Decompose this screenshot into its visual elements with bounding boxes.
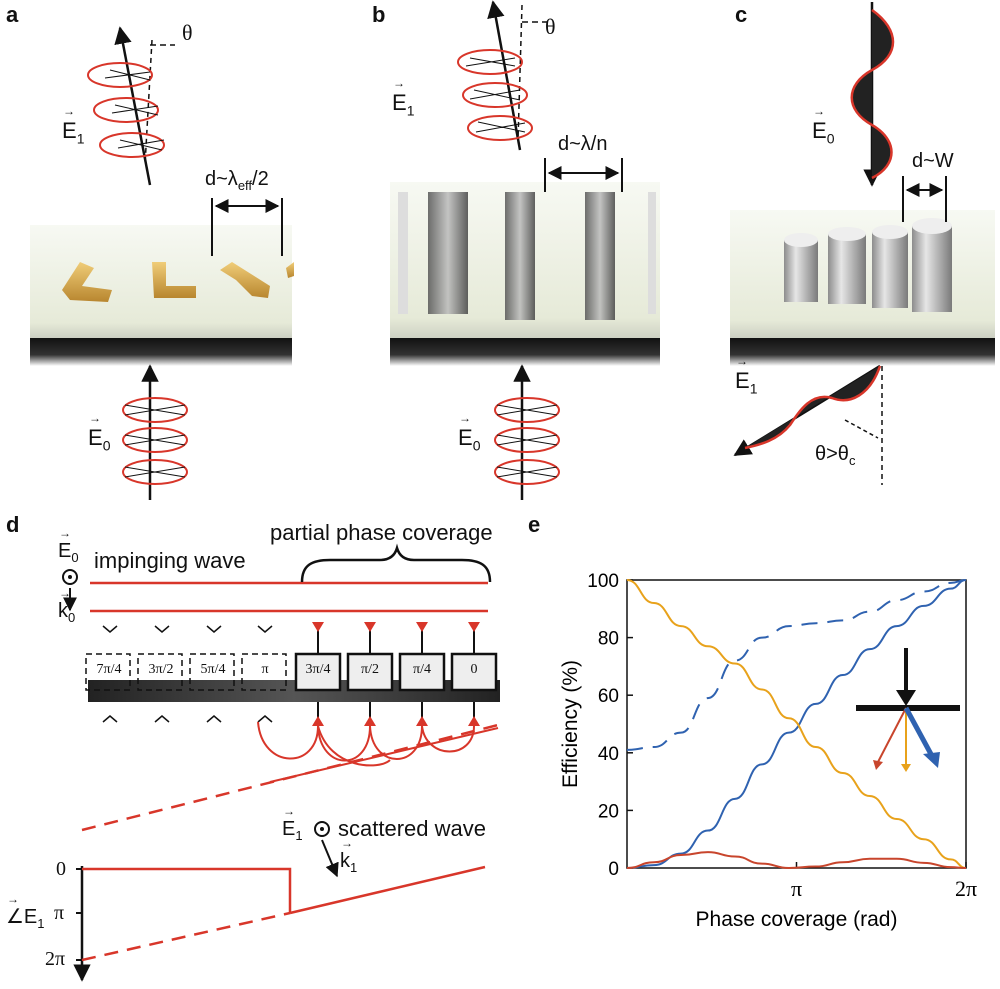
phase-axis-label: ∠E → 1: [6, 892, 45, 931]
phase-cell-4: 3π/4: [305, 662, 331, 677]
vector-arrow-icon: →: [59, 586, 71, 600]
panel-c-spacing-label: d~W: [912, 150, 954, 172]
panel-b-e1-sub: 1: [406, 102, 415, 119]
phase-axis-symbol: ∠E →: [6, 892, 38, 928]
panel-a-e0-label: E → 0: [88, 411, 111, 454]
panel-c-e0-label: E → 0: [812, 104, 835, 147]
phase-tick-0: 0: [56, 858, 66, 880]
vector-arrow-icon: →: [89, 411, 101, 425]
panel-d-e1-symbol: E →: [282, 804, 296, 840]
panel-letter-a: a: [6, 2, 19, 27]
vector-arrow-icon: →: [59, 526, 71, 540]
panel-c-angle-label: θ>θc: [815, 443, 855, 468]
panel-d-e0-sub: 0: [71, 550, 79, 565]
panel-d-scattered-label: scattered wave: [338, 816, 486, 841]
panel-b-e1-label: E → 1: [392, 76, 415, 119]
vector-arrow-icon: →: [283, 804, 295, 818]
panel-d-e0-label: E → 0: [58, 526, 79, 565]
panel-b-e0-label: E → 0: [458, 411, 481, 454]
panel-d-partial-label: partial phase coverage: [270, 520, 493, 545]
phase-tick-pi: π: [54, 902, 65, 924]
panel-b-e0-sub: 0: [472, 437, 481, 454]
vector-arrow-icon: →: [7, 892, 19, 906]
panel-d-k1-label: k → 1: [340, 836, 358, 875]
panel-b-e0-symbol: E →: [458, 411, 473, 450]
phase-axis-sub: 1: [37, 916, 45, 931]
panel-c-e1-sub: 1: [749, 380, 758, 397]
vector-arrow-icon: →: [341, 836, 353, 850]
panel-a-e1-sub: 1: [76, 130, 85, 147]
panel-d-e1-label: E → 1: [282, 804, 303, 843]
phase-cell-6: π/4: [413, 662, 431, 677]
panel-letter-b: b: [372, 2, 386, 27]
panel-c-e1-label: E → 1: [735, 354, 758, 397]
phase-cell-5: π/2: [361, 662, 379, 677]
panel-d-e1-sub: 1: [295, 828, 303, 843]
vector-arrow-icon: →: [736, 354, 748, 368]
panel-c-angle-text: θ>θ: [815, 443, 849, 465]
vector-arrow-icon: →: [63, 104, 75, 118]
vector-arrow-icon: →: [459, 411, 471, 425]
phase-cell-1: 3π/2: [148, 662, 174, 677]
panel-c-e0-sub: 0: [826, 130, 835, 147]
vector-arrow-icon: →: [813, 104, 825, 118]
panel-letter-e: e: [528, 512, 541, 537]
panel-a-spacing-text: d~λ: [205, 168, 238, 190]
panel-d-impinging-label: impinging wave: [94, 548, 246, 573]
phase-cell-7: 0: [470, 662, 478, 677]
phase-cell-2: 5π/4: [200, 662, 226, 677]
panel-a-spacing-label: d~λeff/2: [205, 168, 269, 193]
panel-d-k0-symbol: k →: [58, 586, 71, 622]
phase-cell-0: 7π/4: [96, 662, 122, 677]
panel-d-e0-symbol: E →: [58, 526, 72, 562]
panel-d-k1-sub: 1: [350, 860, 358, 875]
panel-a-e0-symbol: E →: [88, 411, 103, 450]
phase-tick-2pi: 2π: [45, 948, 66, 970]
panel-a-e0-sub: 0: [102, 437, 111, 454]
vector-arrow-icon: →: [393, 76, 405, 90]
panel-a-spacing-sub: eff: [237, 178, 253, 193]
panel-d-k0-label: k → 0: [58, 586, 76, 625]
panel-a-theta: θ: [182, 20, 193, 45]
panel-a-spacing-tail: /2: [252, 168, 269, 190]
panel-c-e0-symbol: E →: [812, 104, 827, 143]
panel-a-e1-label: E → 1: [62, 104, 85, 147]
panel-letter-d: d: [6, 512, 20, 537]
panel-c-angle-sub: c: [848, 453, 856, 468]
panel-a-e1-symbol: E →: [62, 104, 77, 143]
panel-b-e1-symbol: E →: [392, 76, 407, 115]
panel-d-k0-sub: 0: [68, 610, 76, 625]
panel-d-k1-symbol: k →: [340, 836, 353, 872]
panel-b-theta: θ: [545, 14, 556, 39]
panel-b-spacing-label: d~λ/n: [558, 133, 608, 155]
phase-cell-3: π: [261, 662, 269, 677]
panel-c-e1-symbol: E →: [735, 354, 750, 393]
panel-letter-c: c: [735, 2, 748, 27]
